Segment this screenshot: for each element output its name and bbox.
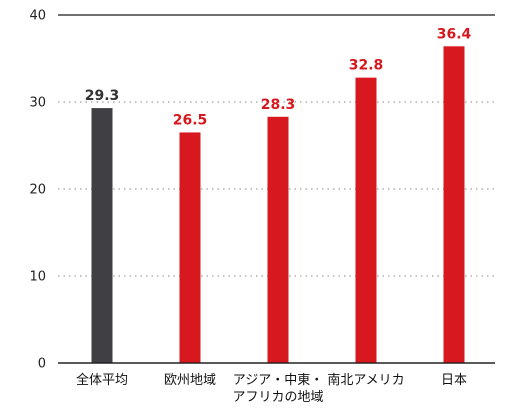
label-layer: 0 10 20 30 40 29.3 全体平均 26.5 欧州地域 28.3 アジア・中東・アフリカ… <box>29 9 495 405</box>
value-label-3: 32.8 <box>349 58 384 74</box>
bar-2 <box>267 116 289 363</box>
y-tick-label-20: 20 <box>29 183 46 198</box>
y-tick-label-30: 30 <box>29 96 46 111</box>
category-label-2-line-1: アフリカの地域 <box>232 390 323 405</box>
value-label-0: 29.3 <box>85 88 120 104</box>
category-label-4: 日本 <box>441 373 467 388</box>
value-label-1: 26.5 <box>173 112 208 128</box>
bar-1 <box>179 132 201 363</box>
bar-4 <box>443 46 465 363</box>
value-label-4: 36.4 <box>437 26 472 42</box>
category-label-3: 南北アメリカ <box>327 372 404 388</box>
bar-0 <box>91 108 113 363</box>
bar-layer <box>91 46 465 363</box>
value-label-2: 28.3 <box>261 97 296 113</box>
y-tick-label-0: 0 <box>38 357 46 372</box>
category-label-1: 欧州地域 <box>164 373 216 388</box>
category-label-2-line-0: アジア・中東・ <box>233 372 323 388</box>
y-tick-label-10: 10 <box>29 270 46 285</box>
category-label-0: 全体平均 <box>76 372 128 388</box>
y-tick-label-40: 40 <box>29 9 46 24</box>
bar-3 <box>355 77 377 363</box>
